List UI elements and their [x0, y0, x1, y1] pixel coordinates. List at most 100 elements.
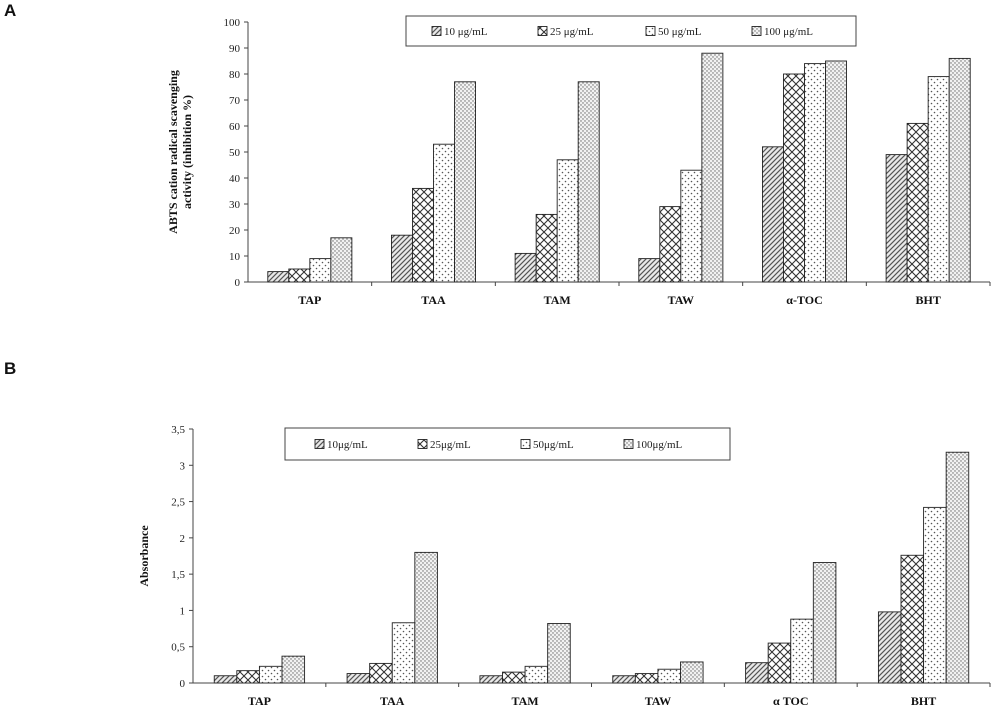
bar	[804, 63, 826, 283]
bar	[414, 551, 438, 684]
bar	[900, 554, 925, 684]
x-category-label: α-TOC	[786, 293, 822, 307]
y-axis-label-line: ABTS cation radical scavenging	[166, 70, 180, 234]
bar	[330, 237, 353, 283]
y-tick-label: 3,5	[171, 424, 185, 436]
bar	[502, 671, 526, 684]
bar	[762, 146, 784, 283]
x-category-label: TAW	[645, 694, 671, 708]
x-category-label: BHT	[915, 293, 940, 307]
y-tick-label: 60	[229, 121, 241, 133]
bar	[454, 81, 476, 283]
legend-swatch	[417, 439, 428, 449]
bar	[612, 675, 636, 684]
x-category-label: TAA	[421, 293, 446, 307]
y-tick-label: 0,5	[171, 642, 185, 654]
legend-swatch	[520, 439, 531, 449]
legend-entry: 25 μg/mL	[550, 26, 594, 38]
y-tick-label: 100	[224, 17, 241, 29]
bar	[524, 665, 549, 684]
bar	[877, 611, 902, 684]
y-axis-label-line: Absorbance	[137, 525, 151, 587]
bar	[923, 506, 947, 684]
y-tick-label: 3	[180, 460, 186, 472]
bar	[281, 655, 306, 684]
bar	[680, 169, 703, 283]
panel-label-a: A	[4, 1, 16, 20]
y-tick-label: 2,5	[171, 497, 185, 509]
bar	[790, 618, 814, 684]
bar	[945, 451, 970, 684]
bar	[267, 271, 290, 283]
y-tick-label: 1,5	[171, 569, 185, 581]
bar	[812, 562, 837, 684]
bar	[634, 673, 659, 684]
bar	[213, 675, 238, 684]
y-tick-label: 0	[180, 678, 186, 690]
legend: 10μg/mL 25μg/mL 50μg/mL 100μg/mL	[284, 427, 731, 461]
y-tick-label: 70	[229, 95, 241, 107]
bar	[885, 154, 908, 283]
bar	[767, 642, 792, 684]
y-tick-label: 50	[229, 147, 241, 159]
x-category-label: TAP	[248, 694, 271, 708]
bar	[825, 60, 847, 283]
bar	[680, 661, 704, 684]
legend-entry: 25μg/mL	[430, 439, 471, 451]
legend-swatch	[431, 26, 442, 36]
bar	[479, 675, 503, 684]
bar	[745, 662, 769, 684]
legend-box	[284, 427, 731, 461]
y-tick-label: 90	[229, 43, 241, 55]
y-axis-label: ABTS cation radical scavengingactivity (…	[166, 70, 194, 234]
legend-swatch	[623, 439, 634, 449]
x-category-label: TAP	[298, 293, 321, 307]
bar	[391, 622, 416, 684]
x-category-label: TAM	[512, 694, 539, 708]
x-category-label: BHT	[911, 694, 936, 708]
x-category-label: TAM	[544, 293, 571, 307]
bar	[948, 57, 971, 283]
bar	[556, 159, 579, 283]
bar	[433, 143, 455, 283]
bar	[659, 206, 682, 283]
y-tick-label: 20	[229, 225, 241, 237]
panel-label-b: B	[4, 359, 16, 378]
legend-swatch	[751, 26, 762, 36]
y-axis-label: Absorbance	[137, 525, 151, 587]
legend: 10 μg/mL 25 μg/mL 50 μg/mL 100 μg/mL	[405, 15, 857, 47]
legend-swatch	[537, 26, 548, 36]
y-tick-label: 2	[180, 533, 186, 545]
bar	[701, 52, 724, 283]
x-category-label: TAW	[668, 293, 694, 307]
legend-entry: 10 μg/mL	[444, 26, 488, 38]
bar	[906, 122, 929, 283]
y-tick-label: 1	[180, 605, 186, 617]
y-tick-label: 10	[229, 251, 241, 263]
bar	[412, 187, 434, 283]
legend-swatch	[645, 26, 656, 36]
chart-panel-a: A 0 10 20 30 40 50 60 70 80 90 100 ABTS cation radi…	[4, 1, 991, 307]
bar	[535, 213, 558, 283]
y-tick-label: 40	[229, 173, 241, 185]
bar	[547, 623, 571, 684]
legend-box	[405, 15, 857, 47]
legend-entry: 100μg/mL	[636, 439, 683, 451]
bar	[391, 234, 413, 283]
legend-entry: 50μg/mL	[533, 439, 574, 451]
legend-entry: 100 μg/mL	[764, 26, 813, 38]
bar	[288, 268, 311, 283]
bar	[927, 76, 950, 283]
y-tick-label: 0	[235, 277, 241, 289]
bar	[309, 258, 332, 283]
y-axis-label-line: activity (inhibition %)	[180, 95, 194, 209]
y-tick-label: 30	[229, 199, 241, 211]
legend-swatch	[314, 439, 325, 449]
bar	[346, 673, 371, 684]
x-category-label: α TOC	[773, 694, 808, 708]
chart-panel-b: B 0 0,5 1 1,5 2 2,5 3 3,5 Absorbance TAP TAA TAM TAW…	[4, 359, 991, 708]
bar	[638, 258, 661, 283]
bar	[236, 670, 260, 684]
bar	[577, 81, 600, 283]
